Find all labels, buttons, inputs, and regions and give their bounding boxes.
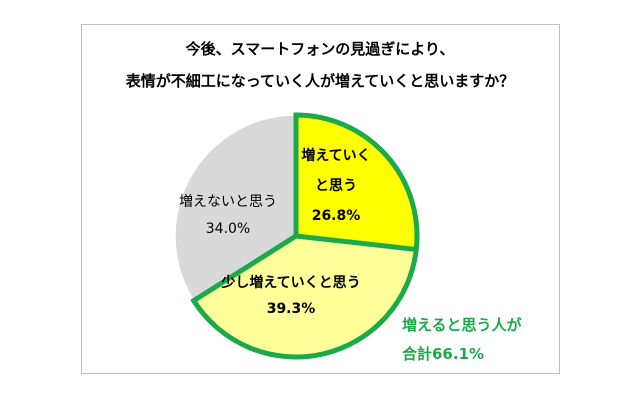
callout-line-2: 合計66.1% xyxy=(402,345,485,363)
chart-title-line-1: 今後、スマートフォンの見過ぎにより、 xyxy=(185,40,455,58)
slice-label-increase-line-1: 増えていく xyxy=(301,147,370,164)
slice-label-not-increase-line-1: 増えないと思う xyxy=(179,194,277,210)
slice-value-slightly-increase: 39.3% xyxy=(267,301,316,317)
increase-total-callout: 増えると思う人が 合計66.1% xyxy=(402,311,522,369)
slice-label-slightly-increase-line-1: 少し増えていくと思う xyxy=(220,274,360,291)
chart-title-line-2: 表情が不細工になっていく人が増えていくと思いますか？ xyxy=(125,72,515,90)
slice-value-increase: 26.8% xyxy=(312,208,361,224)
callout-line-1: 増えると思う人が xyxy=(402,316,522,334)
slice-value-not-increase: 34.0% xyxy=(206,221,250,237)
slice-label-increase-line-2: と思う xyxy=(315,178,357,194)
increase-group-outline xyxy=(190,112,420,360)
